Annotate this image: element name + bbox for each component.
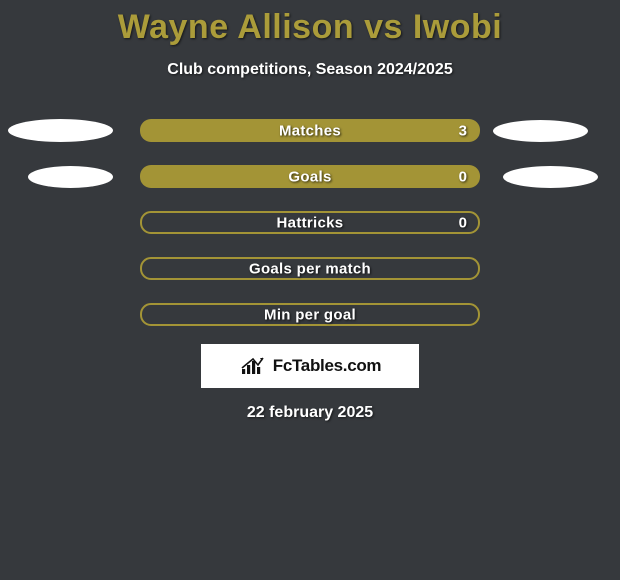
stat-label: Goals	[288, 168, 331, 185]
stat-row: Hattricks 0	[0, 211, 620, 234]
stat-label: Min per goal	[264, 306, 356, 323]
stat-row: Goals per match	[0, 257, 620, 280]
side-ellipse	[8, 119, 113, 142]
logo-chart-icon	[239, 355, 267, 377]
subtitle: Club competitions, Season 2024/2025	[0, 61, 620, 79]
side-ellipse	[503, 166, 598, 188]
side-ellipse	[28, 166, 113, 188]
stats-rows: Matches 3 Goals 0 Hattricks 0 Goals per match M…	[0, 119, 620, 326]
side-ellipse	[493, 120, 588, 142]
date-label: 22 february 2025	[0, 404, 620, 422]
stat-label: Matches	[279, 122, 341, 139]
stat-row: Matches 3	[0, 119, 620, 142]
stat-value-right: 0	[459, 168, 467, 185]
stat-value-right: 0	[459, 214, 467, 231]
logo-box: FcTables.com	[201, 344, 419, 388]
stat-label: Hattricks	[277, 214, 344, 231]
stat-label: Goals per match	[249, 260, 371, 277]
stat-value-right: 3	[459, 122, 467, 139]
logo-text: FcTables.com	[273, 356, 382, 376]
stat-row: Goals 0	[0, 165, 620, 188]
stat-row: Min per goal	[0, 303, 620, 326]
page-title: Wayne Allison vs Iwobi	[0, 0, 620, 47]
